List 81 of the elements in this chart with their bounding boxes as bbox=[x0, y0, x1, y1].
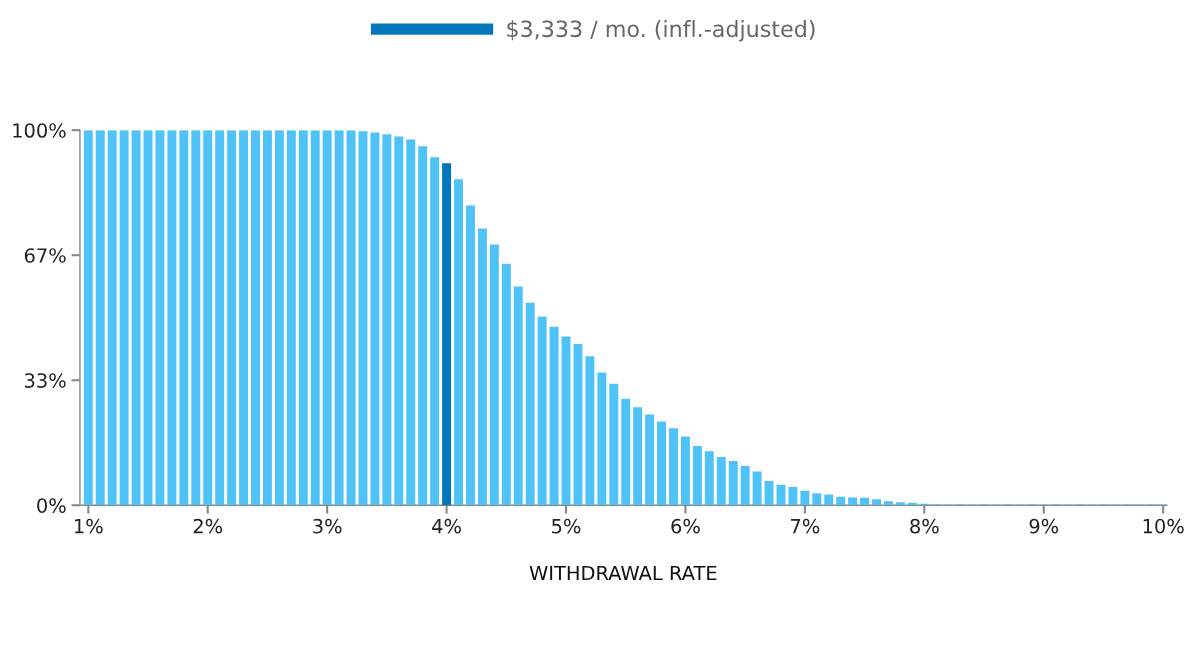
bar bbox=[800, 490, 810, 506]
bar bbox=[203, 130, 213, 506]
bar bbox=[525, 302, 535, 506]
bar bbox=[597, 372, 607, 506]
bar bbox=[131, 130, 141, 506]
bar bbox=[334, 130, 344, 506]
bar bbox=[848, 497, 858, 506]
bar bbox=[286, 130, 296, 506]
bar bbox=[262, 130, 272, 506]
bar bbox=[215, 130, 225, 506]
bar bbox=[310, 130, 320, 506]
bar bbox=[430, 157, 440, 506]
x-tick-label: 9% bbox=[1029, 518, 1059, 534]
x-tick-label: 5% bbox=[552, 518, 581, 534]
bar bbox=[418, 146, 428, 506]
text: $3,333 / mo. (infl.-adjusted) bbox=[507, 20, 815, 42]
bar bbox=[107, 130, 117, 506]
bar bbox=[752, 471, 762, 506]
bar bbox=[669, 428, 678, 506]
bar bbox=[274, 130, 284, 506]
bar bbox=[322, 130, 332, 506]
x-tick-label: 7% bbox=[791, 518, 820, 534]
bar bbox=[716, 456, 726, 506]
x-tick-label: 4% bbox=[432, 518, 461, 534]
bar bbox=[406, 139, 416, 506]
bar bbox=[382, 134, 392, 506]
bar bbox=[239, 130, 249, 506]
bar bbox=[501, 263, 511, 506]
bar bbox=[489, 244, 499, 506]
bar bbox=[298, 130, 308, 506]
x-axis-title: WITHDRAWAL RATE bbox=[529, 565, 717, 581]
y-tick-label: 67% bbox=[24, 248, 66, 263]
bar bbox=[895, 502, 905, 506]
bar bbox=[83, 130, 93, 506]
bar bbox=[812, 493, 822, 506]
bar bbox=[227, 130, 237, 506]
bar bbox=[872, 499, 882, 506]
bar bbox=[513, 286, 523, 506]
bar bbox=[549, 326, 559, 506]
bar bbox=[251, 130, 260, 506]
x-tick-label: 1% bbox=[75, 518, 103, 534]
bar bbox=[442, 163, 452, 506]
bar bbox=[585, 356, 595, 506]
bar bbox=[621, 398, 631, 506]
bar bbox=[824, 494, 834, 506]
y-tick-label: 0% bbox=[37, 498, 66, 513]
bar bbox=[633, 407, 643, 506]
bar bbox=[370, 132, 380, 506]
bar bbox=[179, 130, 189, 506]
bar bbox=[645, 414, 655, 506]
bar bbox=[657, 421, 667, 506]
bar bbox=[692, 446, 702, 506]
bar bbox=[119, 130, 129, 506]
x-tick-label: 10% bbox=[1143, 518, 1184, 534]
y-tick-label: 100% bbox=[13, 123, 66, 138]
x-tick-label: 8% bbox=[910, 518, 939, 534]
bar bbox=[860, 497, 870, 506]
x-tick-label: 3% bbox=[313, 518, 342, 534]
x-tick-label: 6% bbox=[671, 518, 700, 534]
bar bbox=[191, 130, 201, 506]
bar bbox=[788, 486, 798, 506]
bar bbox=[465, 205, 475, 506]
x-tick-label: 2% bbox=[193, 518, 223, 534]
bar bbox=[740, 465, 750, 506]
bar bbox=[394, 136, 404, 506]
bar bbox=[454, 179, 464, 506]
bar bbox=[167, 130, 177, 506]
y-tick-label: 33% bbox=[25, 373, 66, 388]
bar bbox=[155, 130, 165, 506]
bar bbox=[537, 316, 547, 506]
bar bbox=[884, 501, 893, 506]
bar bbox=[836, 496, 846, 506]
bar bbox=[704, 451, 714, 506]
bar bbox=[609, 383, 619, 506]
bar bbox=[346, 130, 356, 506]
bar bbox=[95, 130, 105, 506]
bar bbox=[477, 228, 487, 506]
bar bbox=[728, 461, 738, 506]
bar bbox=[764, 480, 774, 506]
bar bbox=[680, 436, 690, 506]
bar bbox=[573, 343, 583, 506]
